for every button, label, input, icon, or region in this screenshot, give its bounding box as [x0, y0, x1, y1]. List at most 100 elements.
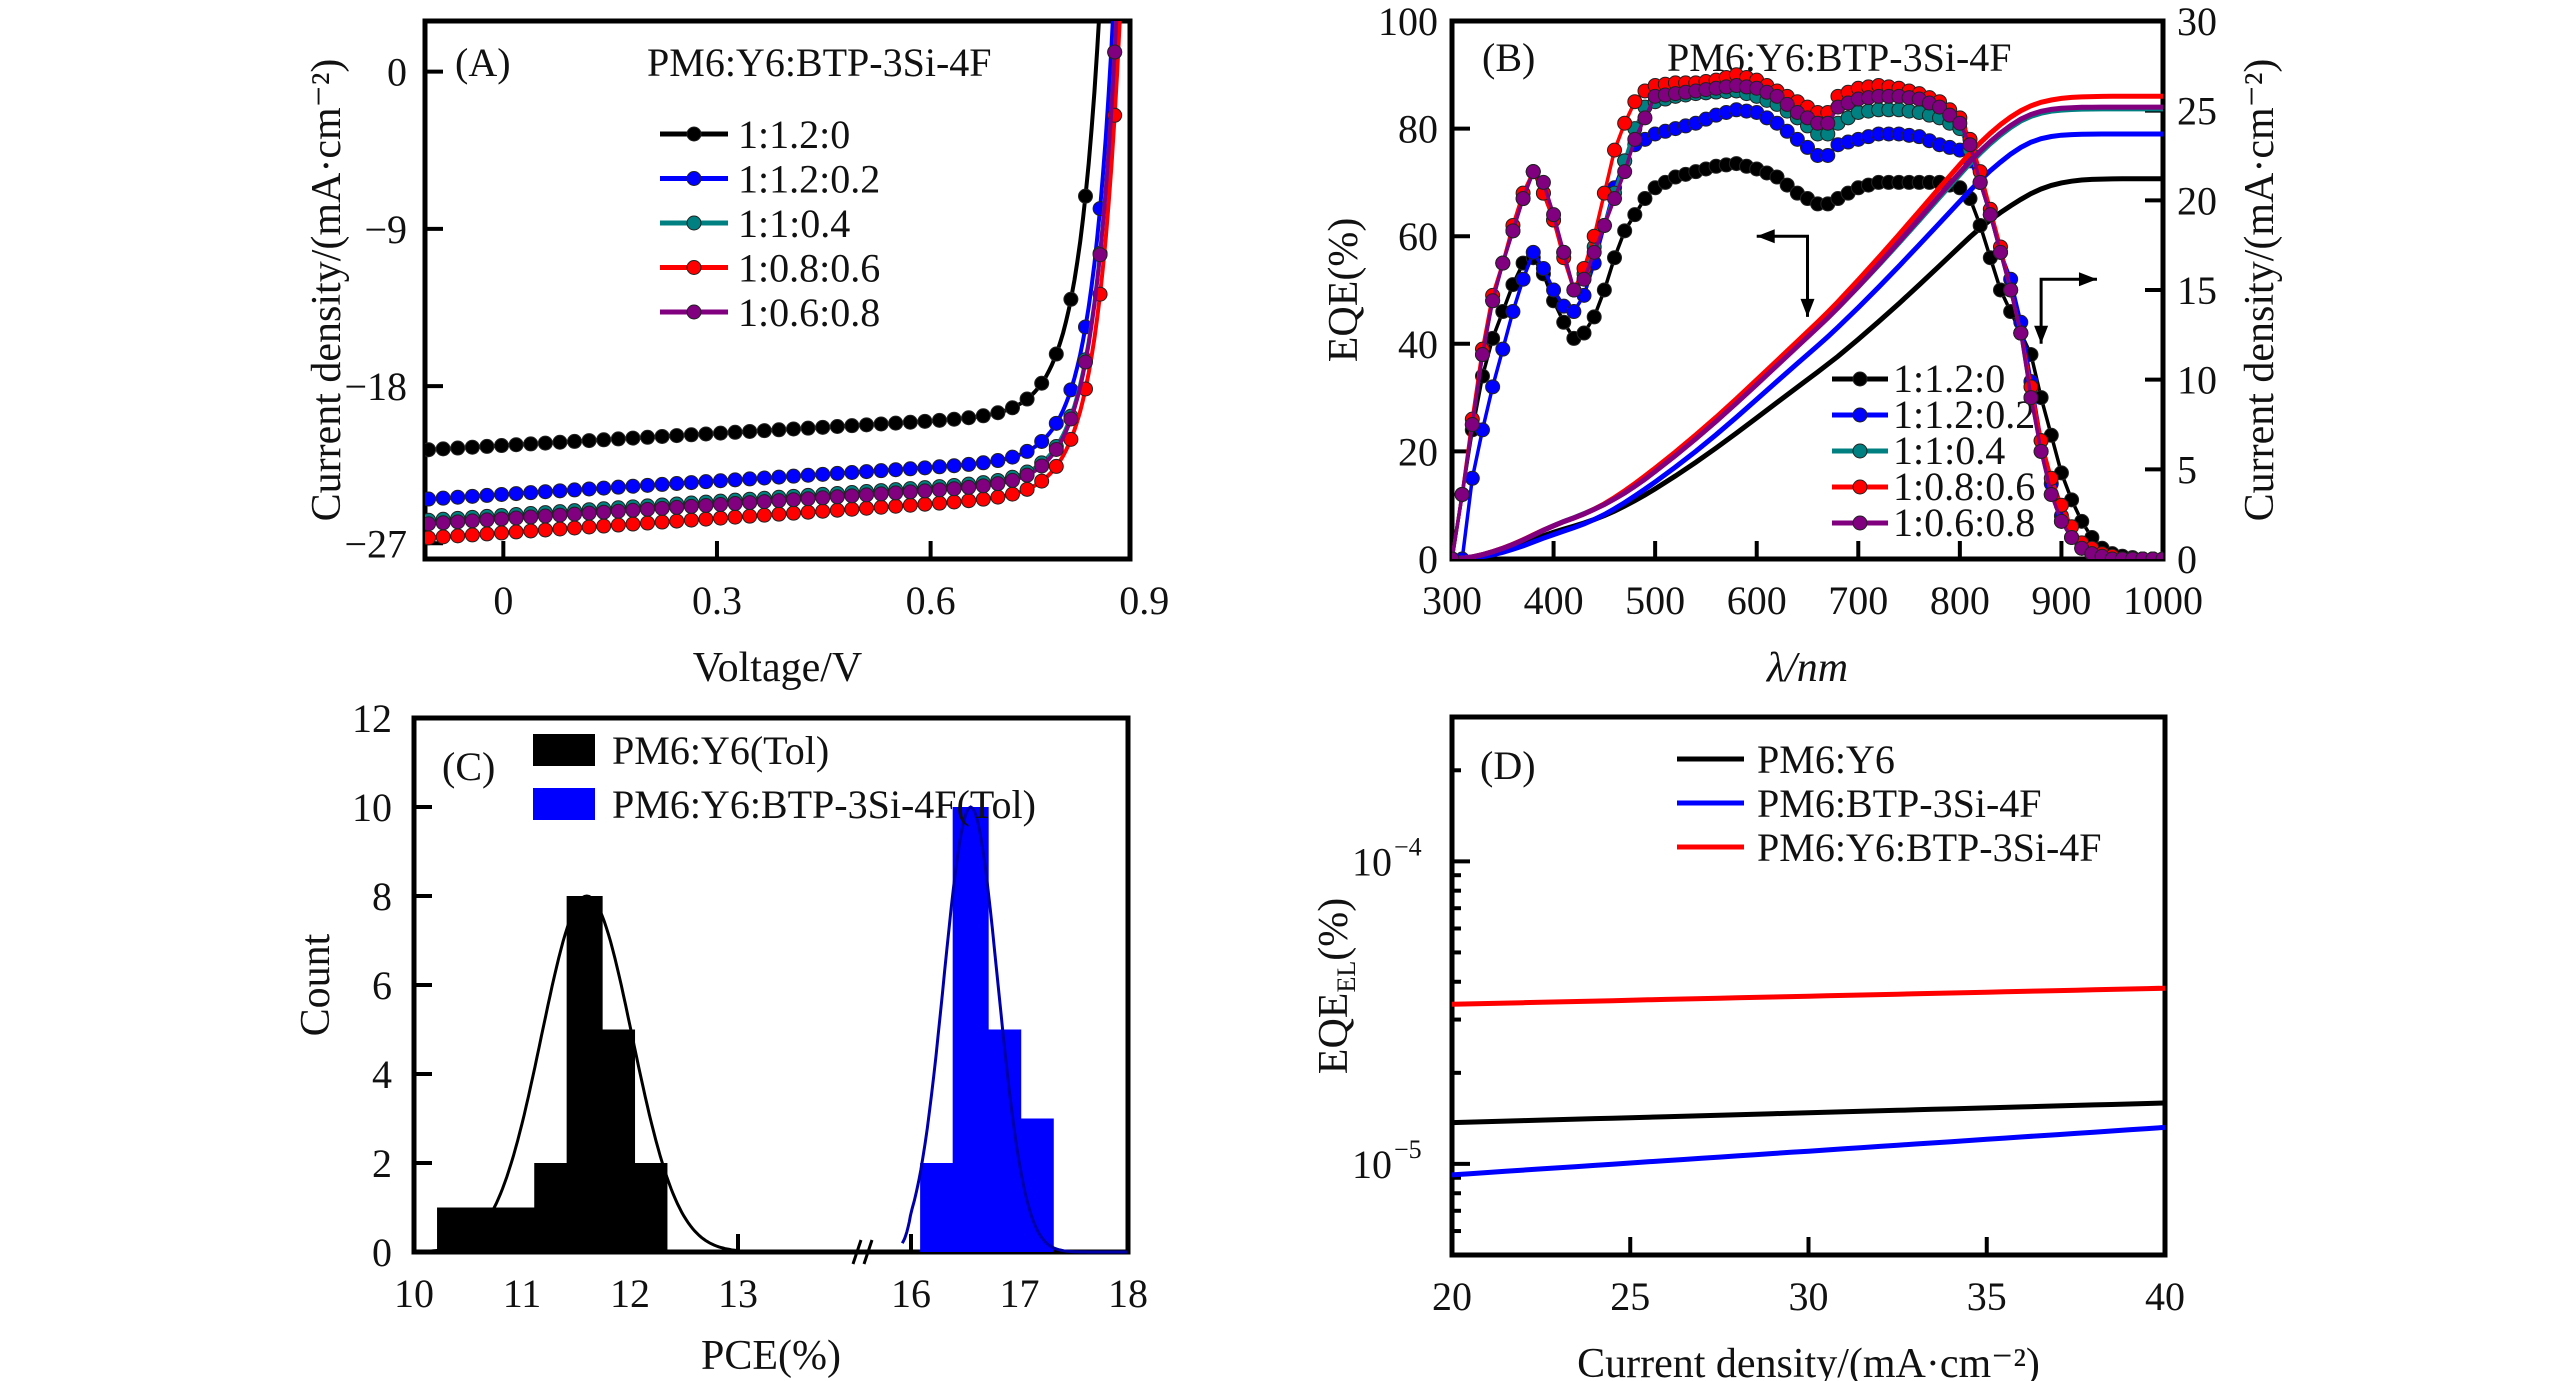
data-point — [1627, 131, 1643, 147]
data-point — [1789, 131, 1805, 147]
x-tick-label: 800 — [1930, 578, 1990, 623]
data-point — [683, 512, 699, 528]
data-point — [552, 434, 568, 450]
panel-label: (C) — [442, 744, 495, 789]
data-point — [1627, 207, 1643, 223]
arrow-jsc-line — [2039, 277, 2097, 344]
legend-label: 1:0.6:0.8 — [1893, 500, 2035, 545]
data-point — [1982, 207, 1998, 223]
data-point — [523, 523, 539, 539]
panel-label: (A) — [455, 40, 511, 85]
x-tick-label: 0.3 — [692, 578, 742, 623]
y-tick-label: 8 — [372, 874, 392, 919]
x-axis-title: λ/nm — [1765, 645, 1848, 691]
y-tick-label: 0 — [372, 1230, 392, 1275]
data-point — [1034, 433, 1050, 449]
data-point — [1566, 304, 1582, 320]
data-point — [917, 496, 933, 512]
data-point — [859, 487, 875, 503]
gaussian-fit-curve — [414, 894, 756, 1254]
data-point — [975, 478, 991, 494]
data-point — [1556, 244, 1572, 260]
histogram-bar — [501, 1207, 538, 1252]
x-axis-title: PCE(%) — [701, 1333, 841, 1379]
data-point — [1077, 354, 1093, 370]
legend-swatch — [533, 734, 595, 766]
data-point — [494, 486, 510, 502]
legend-label: PM6:Y6:BTP-3Si-4F — [1757, 825, 2102, 870]
data-point — [946, 481, 962, 497]
data-point — [435, 515, 451, 531]
y-tick-label: 12 — [352, 696, 392, 741]
legend-marker — [1852, 371, 1868, 387]
data-point — [581, 505, 597, 521]
data-point — [1800, 139, 1815, 155]
series-1:1.2:0.2 — [425, 21, 1115, 507]
data-point — [873, 486, 889, 502]
data-point — [961, 479, 977, 495]
data-point — [756, 470, 772, 486]
data-point — [1576, 325, 1592, 341]
data-point — [742, 495, 758, 511]
data-point — [1972, 217, 1988, 233]
data-point — [946, 494, 962, 510]
data-point — [727, 509, 743, 525]
legend-marker — [686, 126, 702, 142]
data-point — [610, 517, 626, 533]
x-axis-title: Voltage/V — [693, 645, 863, 691]
legend-label: 1:1.2:0 — [1893, 356, 2005, 401]
data-point — [1525, 164, 1541, 180]
data-point — [683, 475, 699, 491]
data-point — [786, 421, 802, 437]
data-point — [1972, 174, 1988, 190]
data-point — [742, 508, 758, 524]
data-point — [2155, 551, 2163, 559]
legend-label: PM6:Y6 — [1757, 737, 1895, 782]
y-tick-label: 0 — [387, 50, 407, 95]
data-point — [1474, 347, 1490, 363]
data-point — [727, 496, 743, 512]
data-point — [610, 503, 626, 519]
x-tick-label: 35 — [1967, 1274, 2007, 1319]
x-tick-label: 0.9 — [1119, 578, 1169, 623]
legend-marker — [1852, 407, 1868, 423]
legend-marker — [686, 260, 702, 275]
data-point — [1932, 99, 1948, 115]
data-point — [1495, 341, 1511, 357]
data-point — [537, 484, 553, 500]
data-point — [786, 468, 802, 484]
data-point — [859, 500, 875, 516]
x-tick-label: 13 — [718, 1271, 758, 1316]
legend-marker — [686, 304, 702, 320]
data-point — [975, 455, 991, 471]
data-point — [844, 488, 860, 504]
series-line-PM6:BTP-3Si-4F — [1451, 1124, 2166, 1178]
data-point — [654, 428, 670, 444]
x-tick-label: 900 — [2031, 578, 2091, 623]
data-point — [1596, 282, 1612, 298]
y-tick-label: −9 — [364, 207, 407, 252]
data-point — [508, 524, 524, 540]
data-point — [1607, 191, 1623, 207]
data-point — [450, 440, 466, 456]
data-point — [1515, 191, 1531, 207]
data-point — [713, 473, 729, 489]
data-point — [654, 514, 670, 530]
data-point — [464, 513, 480, 529]
y-tick-label: 40 — [1398, 322, 1438, 367]
data-point — [494, 438, 510, 454]
y-tick-label: 10 — [352, 785, 392, 830]
histogram-bar — [920, 1163, 957, 1252]
y-tick-label: −18 — [344, 364, 407, 409]
data-point — [829, 502, 845, 518]
data-point — [464, 488, 480, 504]
data-point — [1515, 271, 1531, 287]
data-point — [829, 465, 845, 481]
data-point — [1034, 375, 1050, 391]
data-point — [902, 414, 918, 430]
x-tick-label: 400 — [1524, 578, 1584, 623]
legend-marker — [1852, 479, 1868, 495]
data-point — [844, 465, 860, 481]
data-point — [2033, 443, 2049, 459]
data-point — [537, 522, 553, 538]
